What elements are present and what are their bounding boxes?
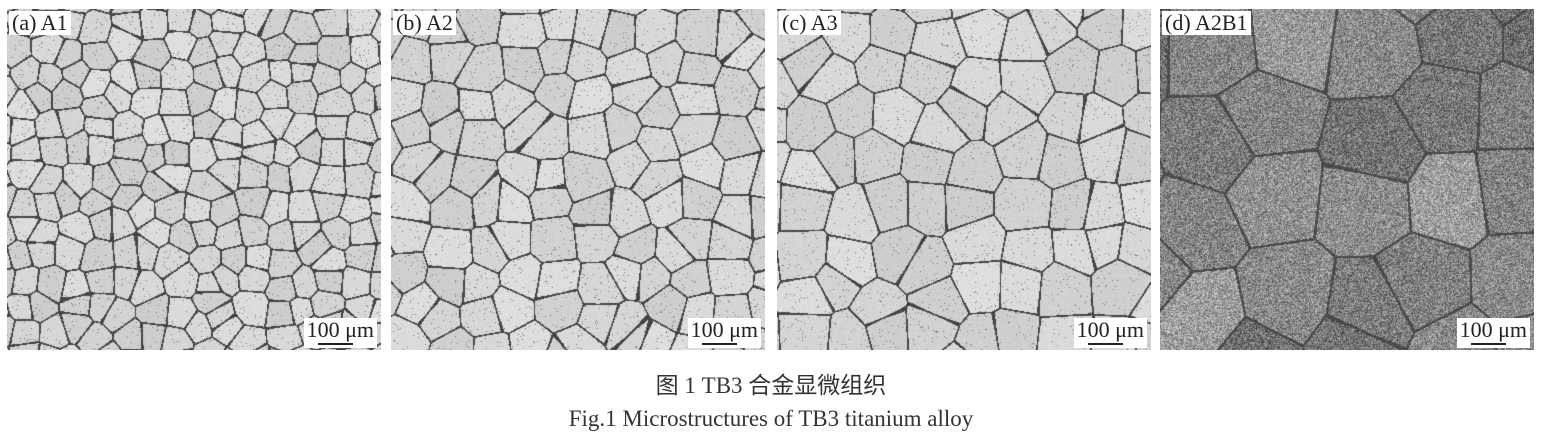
scale-bar-text: 100 μm [306,317,374,342]
panel-label-c: (c) A3 [779,11,841,35]
scale-bar-b: 100 μm [687,317,761,348]
caption-english: Fig.1 Microstructures of TB3 titanium al… [568,406,974,431]
panel-label-d: (d) A2B1 [1162,11,1251,35]
scale-bar-text: 100 μm [690,317,758,342]
micrograph-a: (a) A1 100 μm [7,9,381,350]
micrograph-b: (b) A2 100 μm [391,9,765,350]
scale-bar-c: 100 μm [1073,317,1147,348]
caption-chinese: 图 1 TB3 合金显微组织 [655,373,887,398]
scale-bar-a: 100 μm [303,317,377,348]
micrograph-c: (c) A3 100 μm [777,9,1151,350]
scale-bar-d: 100 μm [1456,317,1530,348]
micrograph-b-image [391,9,765,350]
micrograph-a-image [7,9,381,350]
panel-label-a: (a) A1 [9,11,71,35]
micrograph-d-image [1160,9,1534,350]
micrograph-d: (d) A2B1 100 μm [1160,9,1534,350]
panel-label-b: (b) A2 [393,11,456,35]
scale-bar-text: 100 μm [1076,317,1144,342]
micrograph-c-image [777,9,1151,350]
scale-bar-text: 100 μm [1459,317,1527,342]
